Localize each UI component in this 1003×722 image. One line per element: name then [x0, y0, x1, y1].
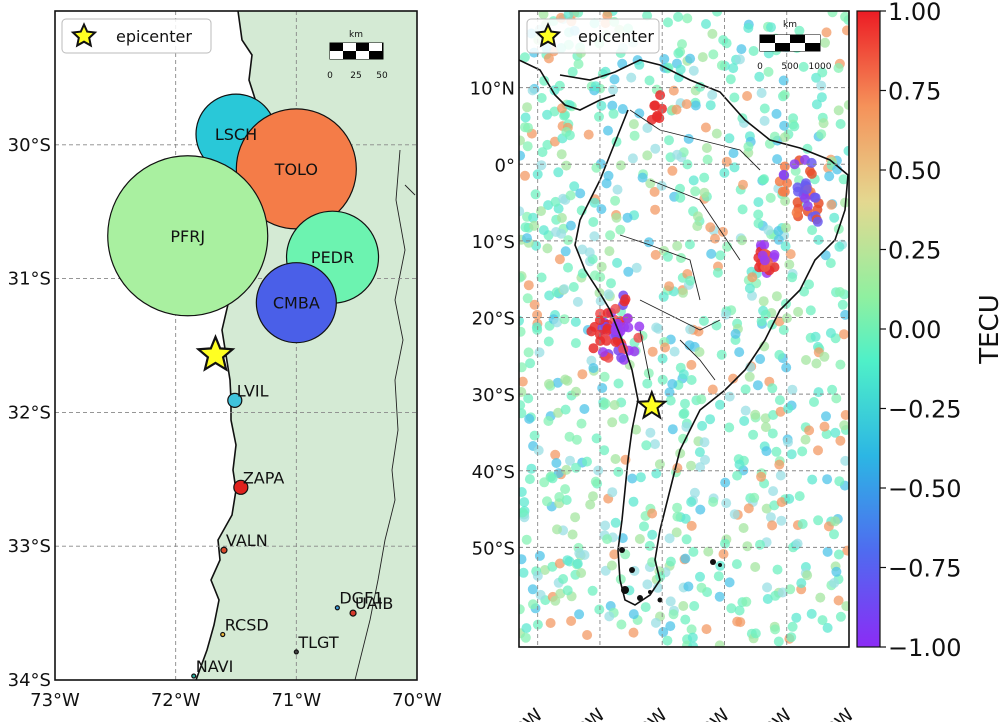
epicenter-legend-icon	[70, 22, 98, 48]
right-legend: epicenter	[526, 18, 660, 54]
station-label: UAIB	[355, 594, 393, 613]
station-dgf1-marker	[334, 605, 340, 611]
right-scalebar-tick: 0	[757, 62, 763, 72]
lat-tick-label: 33°S	[8, 536, 51, 557]
lat-tick-label: 31°S	[8, 269, 51, 290]
station-lvil-marker	[227, 392, 243, 408]
left-legend-label: epicenter	[116, 27, 192, 46]
right-scalebar-tick: 500	[781, 62, 798, 72]
station-zapa-marker	[233, 479, 249, 495]
colorbar-tick-label: −0.25	[888, 396, 962, 424]
left-map: LSCH TOLO PFRJ PEDR CMBA LVIL ZAPA VALN DGF1UAIB…	[8, 10, 442, 711]
lat-tick-label: 50°S	[472, 538, 515, 559]
station-rcsd-marker	[220, 631, 226, 638]
left-scalebar-unit: km	[349, 30, 363, 40]
station-label: DGF1	[339, 589, 383, 608]
epicenter-marker-right	[635, 389, 668, 420]
central-america-coastline	[519, 59, 616, 111]
station-label: CMBA	[273, 294, 320, 313]
lat-tick-label: 34°S	[8, 670, 51, 691]
colorbar-tick-label: −1.00	[888, 634, 962, 662]
colorbar-tick-label: 0.50	[888, 157, 941, 185]
colorbar-ticks: 1.00 0.75 0.50 0.25 0.00 −0.25 −0.50 −0.75 −1.00	[880, 0, 962, 662]
colorbar-tick-label: −0.50	[888, 475, 962, 503]
lon-tick-label: 73°W	[30, 690, 80, 711]
lat-tick-label: 30°S	[472, 385, 515, 406]
epicenter-marker-left	[195, 333, 236, 372]
right-map: 10°N 0° 10°S 20°S 30°S 40°S 50°S 90°W 80°W 70°W 60…	[470, 10, 859, 722]
colorbar-tick-label: 0.00	[888, 316, 941, 344]
station-label: NAVI	[196, 657, 234, 676]
colorbar-label: TECU	[975, 294, 1003, 365]
station-pfrj-marker	[107, 155, 269, 317]
station-label: ZAPA	[243, 468, 285, 487]
station-cmba-marker	[255, 262, 337, 344]
station-markers: LSCH TOLO PFRJ PEDR CMBA LVIL ZAPA VALN DGF1UAIB…	[107, 93, 393, 679]
left-map-frame	[54, 10, 418, 681]
left-scalebar-tick: 25	[350, 71, 361, 81]
station-label: LVIL	[237, 381, 269, 400]
south-america-coastline	[559, 59, 849, 606]
colorbar-tick-label: −0.75	[888, 555, 962, 583]
right-map-gridlines	[519, 11, 849, 647]
lat-tick-label: 10°S	[472, 232, 515, 253]
lat-tick-label: 20°S	[472, 309, 515, 330]
station-navi-marker	[191, 673, 197, 679]
epicenter-legend-icon	[534, 22, 562, 48]
lon-tick-label: 70°W	[392, 690, 442, 711]
lat-tick-label: 32°S	[8, 402, 51, 423]
station-label: LSCH	[215, 125, 257, 144]
station-uaib-marker	[349, 609, 357, 617]
lon-tick-label: 60°W	[684, 705, 734, 722]
lon-tick-label: 70°W	[622, 705, 672, 722]
lat-tick-label: 10°N	[470, 79, 515, 100]
lat-tick-label: 0°	[495, 155, 515, 176]
station-label: TOLO	[274, 160, 318, 179]
station-label: PFRJ	[170, 227, 205, 246]
right-map-frame	[518, 10, 850, 648]
left-scalebar: km 0 25 50	[327, 30, 388, 81]
station-label: PEDR	[311, 248, 354, 267]
right-scalebar-unit: km	[783, 20, 797, 30]
station-label: RCSD	[225, 616, 269, 635]
lon-tick-label: 80°W	[559, 705, 609, 722]
right-legend-label: epicenter	[578, 27, 654, 46]
left-map-border	[354, 149, 406, 680]
country-borders	[619, 109, 761, 381]
colorbar-tick-label: 1.00	[888, 0, 941, 26]
left-scalebar-tick: 50	[376, 71, 388, 81]
lon-tick-label: 50°W	[746, 705, 796, 722]
lon-tick-label: 40°W	[809, 705, 859, 722]
lat-tick-label: 30°S	[8, 135, 51, 156]
left-scalebar-tick: 0	[327, 71, 333, 81]
left-legend: epicenter	[61, 18, 212, 54]
patagonia-islands	[619, 547, 722, 603]
station-label: VALN	[226, 531, 268, 550]
station-tlgt-marker	[293, 649, 299, 655]
colorbar-tick-label: 0.25	[888, 237, 941, 265]
lat-tick-label: 40°S	[472, 462, 515, 483]
left-map-axis-labels: 30°S 31°S 32°S 33°S 34°S73°W 72°W 71°W 70°W	[8, 135, 442, 711]
lon-tick-label: 71°W	[271, 690, 321, 711]
lon-tick-label: 72°W	[151, 690, 201, 711]
right-scalebar: km 0 500 1000	[757, 20, 832, 72]
colorbar-gradient	[856, 10, 881, 648]
station-valn-marker	[220, 546, 228, 554]
colorbar: 1.00 0.75 0.50 0.25 0.00 −0.25 −0.50 −0.75 −1.00…	[856, 0, 1003, 662]
lon-tick-label: 90°W	[497, 705, 547, 722]
tec-observation-dots	[519, 11, 849, 647]
station-label: TLGT	[297, 633, 339, 652]
right-scalebar-tick: 1000	[809, 62, 832, 72]
colorbar-tick-label: 0.75	[888, 78, 941, 106]
